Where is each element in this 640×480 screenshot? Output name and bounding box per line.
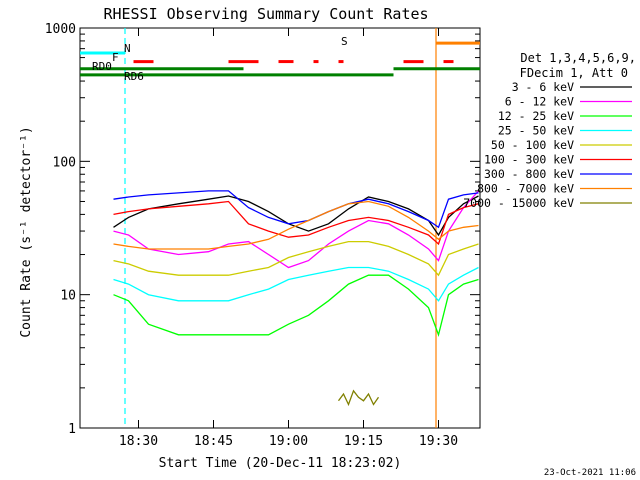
series-50-100-kev — [113, 240, 479, 277]
plot-frame — [79, 27, 481, 429]
y-axis: 1 10 100 1000 — [45, 22, 480, 437]
x-tick-label: 18:45 — [194, 434, 233, 449]
series-6-12-kev — [113, 190, 479, 269]
x-tick-label: 19:15 — [344, 434, 383, 449]
series-7000-15000-kev — [337, 389, 380, 407]
legend-label-800-7000-kev: 800 - 7000 keV — [477, 182, 574, 196]
flag-label-n: N — [124, 42, 131, 55]
legend-label-25-50-kev: 25 - 50 keV — [498, 124, 574, 138]
legend-header-line-2: FDecim 1, Att 0 — [520, 66, 628, 80]
series-100-300-kev — [113, 200, 479, 246]
timestamp: 23-Oct-2021 11:06 — [544, 468, 636, 478]
y-axis-label: Count Rate (s⁻¹ detector⁻¹) — [19, 126, 34, 337]
series-300-800-kev — [113, 190, 479, 229]
x-axis-label: Start Time (20-Dec-11 18:23:02) — [159, 456, 402, 471]
vertical-markers — [124, 28, 437, 428]
legend-label-3-6-kev: 3 - 6 keV — [512, 80, 574, 94]
series-800-7000-kev — [113, 200, 479, 250]
chart-title: RHESSI Observing Summary Count Rates — [103, 5, 428, 23]
series-12-25-kev — [113, 274, 479, 338]
y-tick-label: 10 — [60, 289, 76, 304]
legend-label-300-800-kev: 300 - 800 keV — [484, 167, 574, 181]
legend: Det 1,3,4,5,6,9, FDecim 1, Att 0 3 - 6 k… — [463, 51, 636, 210]
flag-label-f: F — [112, 51, 119, 64]
x-tick-label: 19:00 — [269, 434, 308, 449]
legend-header-line-1: Det 1,3,4,5,6,9, — [520, 51, 636, 65]
y-tick-label: 1000 — [45, 22, 76, 37]
flag-label-rd6: RD6 — [124, 70, 144, 83]
series-lines — [113, 190, 479, 407]
flag-label-s: S — [341, 35, 348, 48]
x-tick-label: 19:30 — [419, 434, 458, 449]
flag-bars — [80, 41, 480, 77]
y-tick-label: 100 — [53, 155, 76, 170]
series-25-50-kev — [113, 266, 479, 302]
y-tick-label: 1 — [68, 422, 76, 437]
x-axis: 18:30 18:45 19:00 19:15 19:30 — [119, 28, 458, 449]
flag-label-rd0: RD0 — [92, 60, 112, 73]
legend-label-7000-15000-kev: 7000 - 15000 keV — [463, 196, 574, 210]
series-3-6-kev — [113, 195, 479, 237]
x-tick-label: 18:30 — [119, 434, 158, 449]
legend-label-12-25-kev: 12 - 25 keV — [498, 109, 574, 123]
legend-label-100-300-kev: 100 - 300 keV — [484, 153, 574, 167]
legend-label-6-12-kev: 6 - 12 keV — [505, 95, 574, 109]
legend-label-50-100-kev: 50 - 100 keV — [491, 138, 574, 152]
